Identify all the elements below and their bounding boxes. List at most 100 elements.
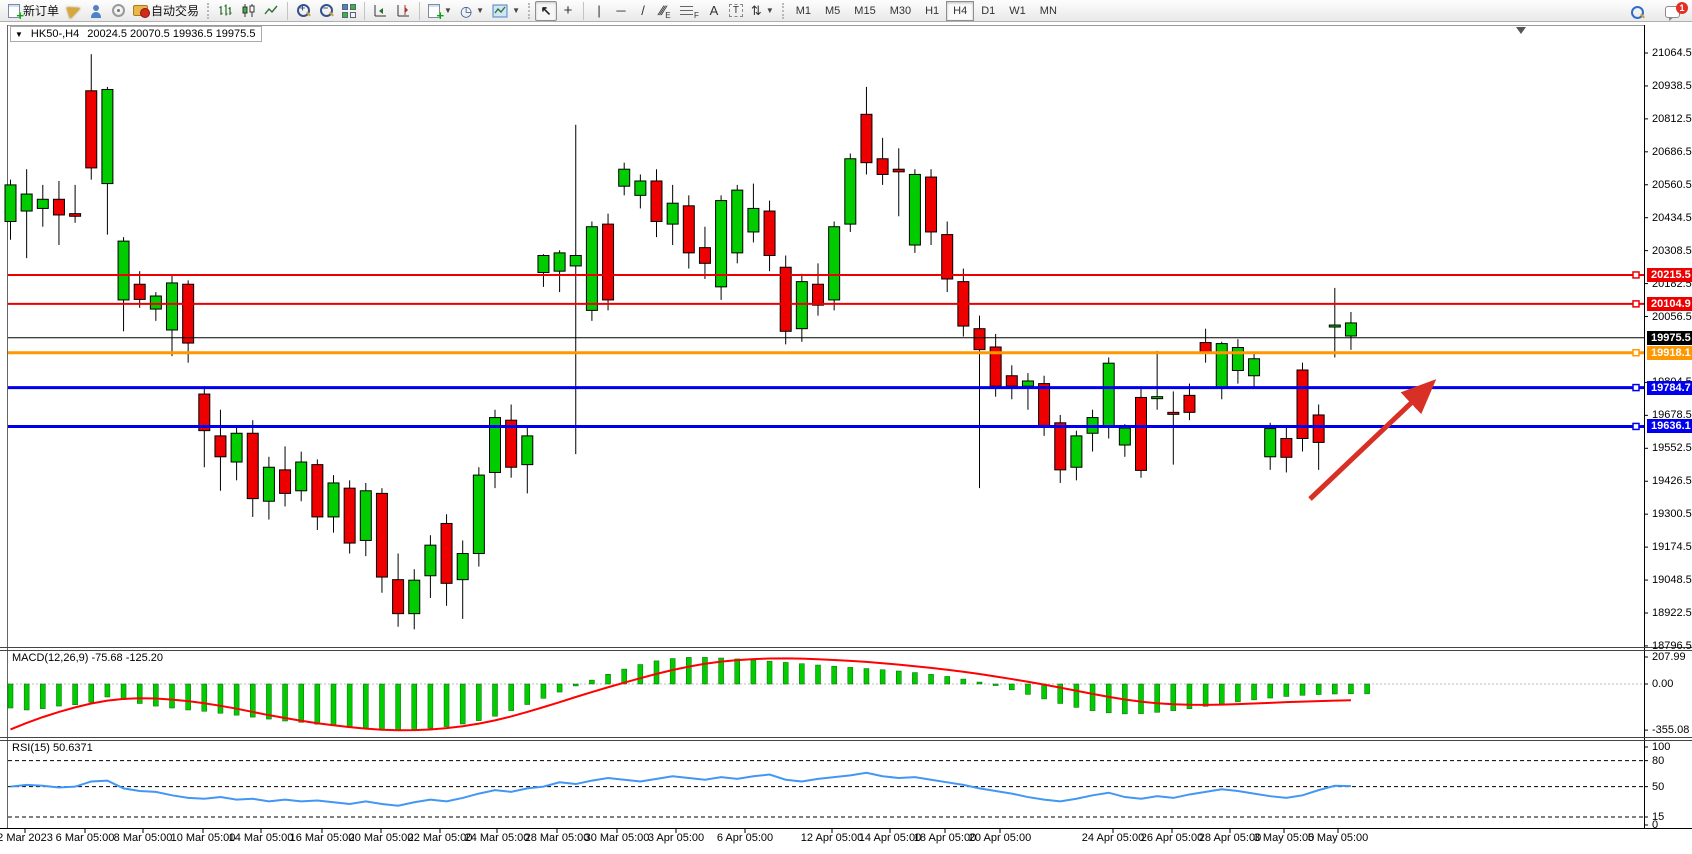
candle-body [20, 193, 33, 212]
timeframe-button-M1[interactable]: M1 [795, 4, 812, 17]
line-chart-button[interactable] [260, 1, 283, 21]
macd-histogram-bar [1202, 683, 1209, 707]
candle-body [715, 200, 728, 288]
arrows-tool-button[interactable]: ⇅ ▼ [747, 1, 778, 21]
level-anchor-square[interactable] [1632, 348, 1640, 357]
horizontal-line-tool-button[interactable]: ─ [610, 1, 632, 21]
bar-chart-button[interactable] [214, 1, 237, 21]
timeframe-button-H4[interactable]: H4 [946, 0, 975, 21]
price-level-tag: 19636.1 [1647, 419, 1692, 434]
time-axis-label: 20 Mar 05:00 [348, 832, 414, 844]
symbol-info-box[interactable]: ▼ HK50-,H4 20024.5 20070.5 19936.5 19975… [10, 26, 263, 42]
tile-windows-button[interactable] [338, 1, 360, 21]
candle-body [230, 432, 243, 463]
macd-histogram-bar [427, 683, 434, 729]
bar-chart-icon [219, 4, 232, 16]
candle-body [844, 158, 857, 225]
candle-body [698, 247, 711, 264]
macd-histogram-bar [573, 683, 579, 687]
toolbar-grip [207, 2, 210, 19]
candle-body [731, 189, 744, 254]
macd-histogram-bar [233, 683, 240, 716]
new-chart-button[interactable]: ▼ [424, 1, 456, 23]
level-anchor-square[interactable] [1632, 422, 1640, 431]
candle-body [602, 223, 615, 301]
macd-histogram-bar [621, 668, 627, 685]
candle-body [634, 180, 647, 196]
time-axis-label: 2 Mar 2023 [0, 832, 53, 844]
period-button[interactable]: ◷ ▼ [456, 1, 488, 21]
candle-body [1183, 394, 1196, 413]
candle-body [1038, 383, 1051, 426]
macd-histogram-bar [395, 683, 401, 731]
macd-histogram-bar [1025, 683, 1031, 695]
crosshair-tool-button[interactable]: + [557, 1, 579, 21]
channel-tool-button[interactable]: /// E [654, 1, 676, 21]
price-level-tag: 20215.5 [1647, 267, 1692, 282]
horizontal-line-icon: ─ [616, 3, 626, 18]
timeframe-button-H1[interactable]: H1 [925, 4, 940, 17]
level-anchor-square[interactable] [1632, 383, 1640, 392]
timeframe-button-M5[interactable]: M5 [825, 4, 841, 17]
trend-arrow-annotation[interactable] [1308, 379, 1437, 501]
time-axis-label: 28 Mar 05:00 [524, 832, 590, 844]
text-label-tool-button[interactable]: T [725, 1, 747, 21]
macd-histogram-bar [1041, 683, 1047, 700]
candlestick-button[interactable] [237, 1, 260, 21]
macd-histogram-bar [782, 662, 789, 685]
candle-body [1102, 362, 1115, 428]
zoom-in-button[interactable]: + [292, 1, 315, 21]
macd-histogram-bar [346, 683, 353, 728]
macd-histogram-bar [540, 683, 547, 699]
auto-scroll-button[interactable] [369, 1, 392, 21]
zoom-out-button[interactable]: − [315, 1, 338, 21]
chart-shift-button[interactable] [392, 1, 415, 21]
timeframe-button-MN[interactable]: MN [1039, 4, 1057, 17]
chart-shift-marker[interactable] [1516, 27, 1526, 34]
candle-body [375, 492, 388, 578]
time-axis-label: 18 Apr 05:00 [913, 832, 977, 844]
fibonacci-f-label: F [694, 10, 699, 20]
timeframe-button-M15[interactable]: M15 [854, 4, 876, 17]
new-order-icon [8, 3, 24, 23]
candle-body [166, 282, 178, 331]
trendline-tool-button[interactable]: / [632, 1, 654, 21]
candle-body [133, 283, 146, 300]
search-button[interactable] [1626, 2, 1649, 22]
price-axis-label: 20056.5 [1652, 310, 1692, 323]
time-axis-label: 16 Mar 05:00 [289, 832, 355, 844]
text-tool-button[interactable]: A [703, 1, 725, 21]
level-anchor-square[interactable] [1632, 300, 1640, 308]
macd-histogram-bar [443, 683, 450, 727]
timeframe-button-W1[interactable]: W1 [1009, 4, 1026, 17]
time-axis-label: 24 Mar 05:00 [464, 832, 530, 844]
news-button[interactable] [63, 1, 85, 21]
candle-body [440, 522, 453, 584]
vertical-line-tool-button[interactable]: | [588, 1, 610, 21]
level-anchor-square[interactable] [1632, 271, 1640, 279]
timeframe-button-M30[interactable]: M30 [889, 4, 912, 17]
macd-histogram-bar [992, 683, 999, 686]
template-button[interactable]: ▼ [488, 1, 524, 21]
rsi-axis-label: 100 [1652, 741, 1671, 753]
new-order-button[interactable]: 新订单 [4, 1, 63, 23]
candle-body [1344, 322, 1357, 337]
macd-histogram-bar [960, 678, 967, 685]
fibonacci-tool-button[interactable]: F [676, 1, 703, 21]
timeframe-button-D1[interactable]: D1 [981, 4, 996, 17]
chart-shift-icon [397, 5, 410, 17]
community-button[interactable] [85, 1, 107, 21]
notifications-button[interactable]: 1 [1661, 2, 1688, 22]
candle-body [521, 435, 534, 466]
symbol-dropdown-icon[interactable]: ▼ [15, 29, 23, 39]
price-axis-label: 20938.5 [1652, 79, 1692, 92]
macd-histogram-bar [589, 679, 595, 685]
macd-histogram-bar [524, 683, 531, 705]
macd-histogram-bar [1154, 683, 1160, 713]
cursor-tool-button[interactable]: ↖ [535, 0, 558, 21]
auto-trading-button[interactable]: 自动交易 [129, 1, 203, 21]
signals-button[interactable] [107, 1, 129, 21]
text-icon: A [709, 3, 719, 18]
